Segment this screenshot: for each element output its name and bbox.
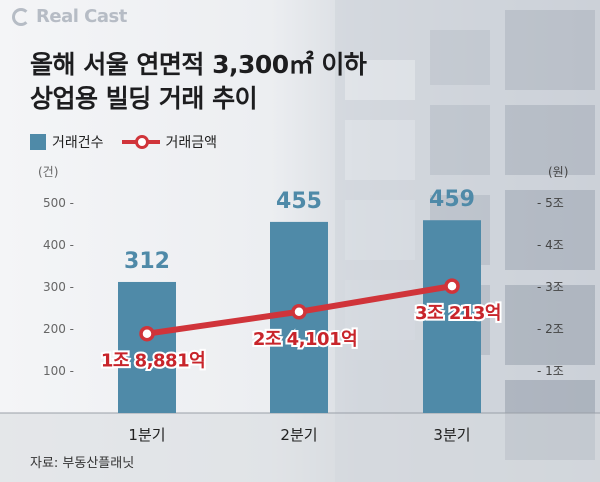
y-left-tick-label: 400 -: [43, 238, 74, 252]
y-right-tick-label: - 4조: [537, 238, 564, 252]
line-value-label: 1조 8,881억: [101, 351, 205, 372]
baseline-band: [0, 413, 600, 482]
y-left-unit: (건): [38, 165, 58, 179]
y-left-tick-label: 200 -: [43, 322, 74, 336]
y-left-tick-label: 100 -: [43, 364, 74, 378]
logo-icon: [12, 7, 30, 26]
brand-name: Real Cast: [36, 6, 127, 27]
y-right-tick-label: - 2조: [537, 322, 564, 336]
legend-bar-swatch: [30, 134, 46, 150]
chart-title-line-2: 상업용 빌딩 거래 추이: [30, 84, 258, 113]
y-right-tick-label: - 5조: [537, 196, 564, 210]
chart-title-line-1: 올해 서울 연면적 3,300㎡ 이하: [30, 50, 367, 79]
bar-value-label: 459: [429, 187, 475, 212]
brand-logo: Real Cast: [12, 6, 127, 27]
source-note: 자료: 부동산플래닛: [30, 456, 135, 471]
legend: 거래건수 거래금액: [30, 132, 217, 152]
x-tick-label: 3분기: [433, 426, 470, 444]
bar-3: [423, 220, 481, 413]
chart-title: 올해 서울 연면적 3,300㎡ 이하 상업용 빌딩 거래 추이: [30, 48, 367, 116]
y-right-unit: (원): [548, 165, 568, 179]
y-right-tick-label: - 1조: [537, 364, 564, 378]
line-value-label: 2조 4,101억: [253, 329, 357, 350]
y-left-tick-label: 300 -: [43, 280, 74, 294]
legend-bar-label: 거래건수: [52, 135, 104, 151]
line-point-1: [139, 325, 155, 342]
bar-value-label: 312: [124, 249, 170, 274]
legend-line-label: 거래금액: [165, 135, 218, 151]
line-point-2: [291, 304, 307, 320]
line-value-label: 3조 213억: [415, 303, 501, 324]
x-tick-label: 2분기: [280, 426, 317, 444]
bar-value-label: 455: [276, 189, 322, 214]
line-point-3: [444, 278, 460, 294]
bar-1: [118, 281, 176, 413]
y-left-tick-label: 500 -: [43, 196, 74, 210]
legend-line-swatch: [121, 135, 160, 149]
y-right-tick-label: - 3조: [537, 280, 564, 294]
x-tick-label: 1분기: [128, 426, 165, 444]
